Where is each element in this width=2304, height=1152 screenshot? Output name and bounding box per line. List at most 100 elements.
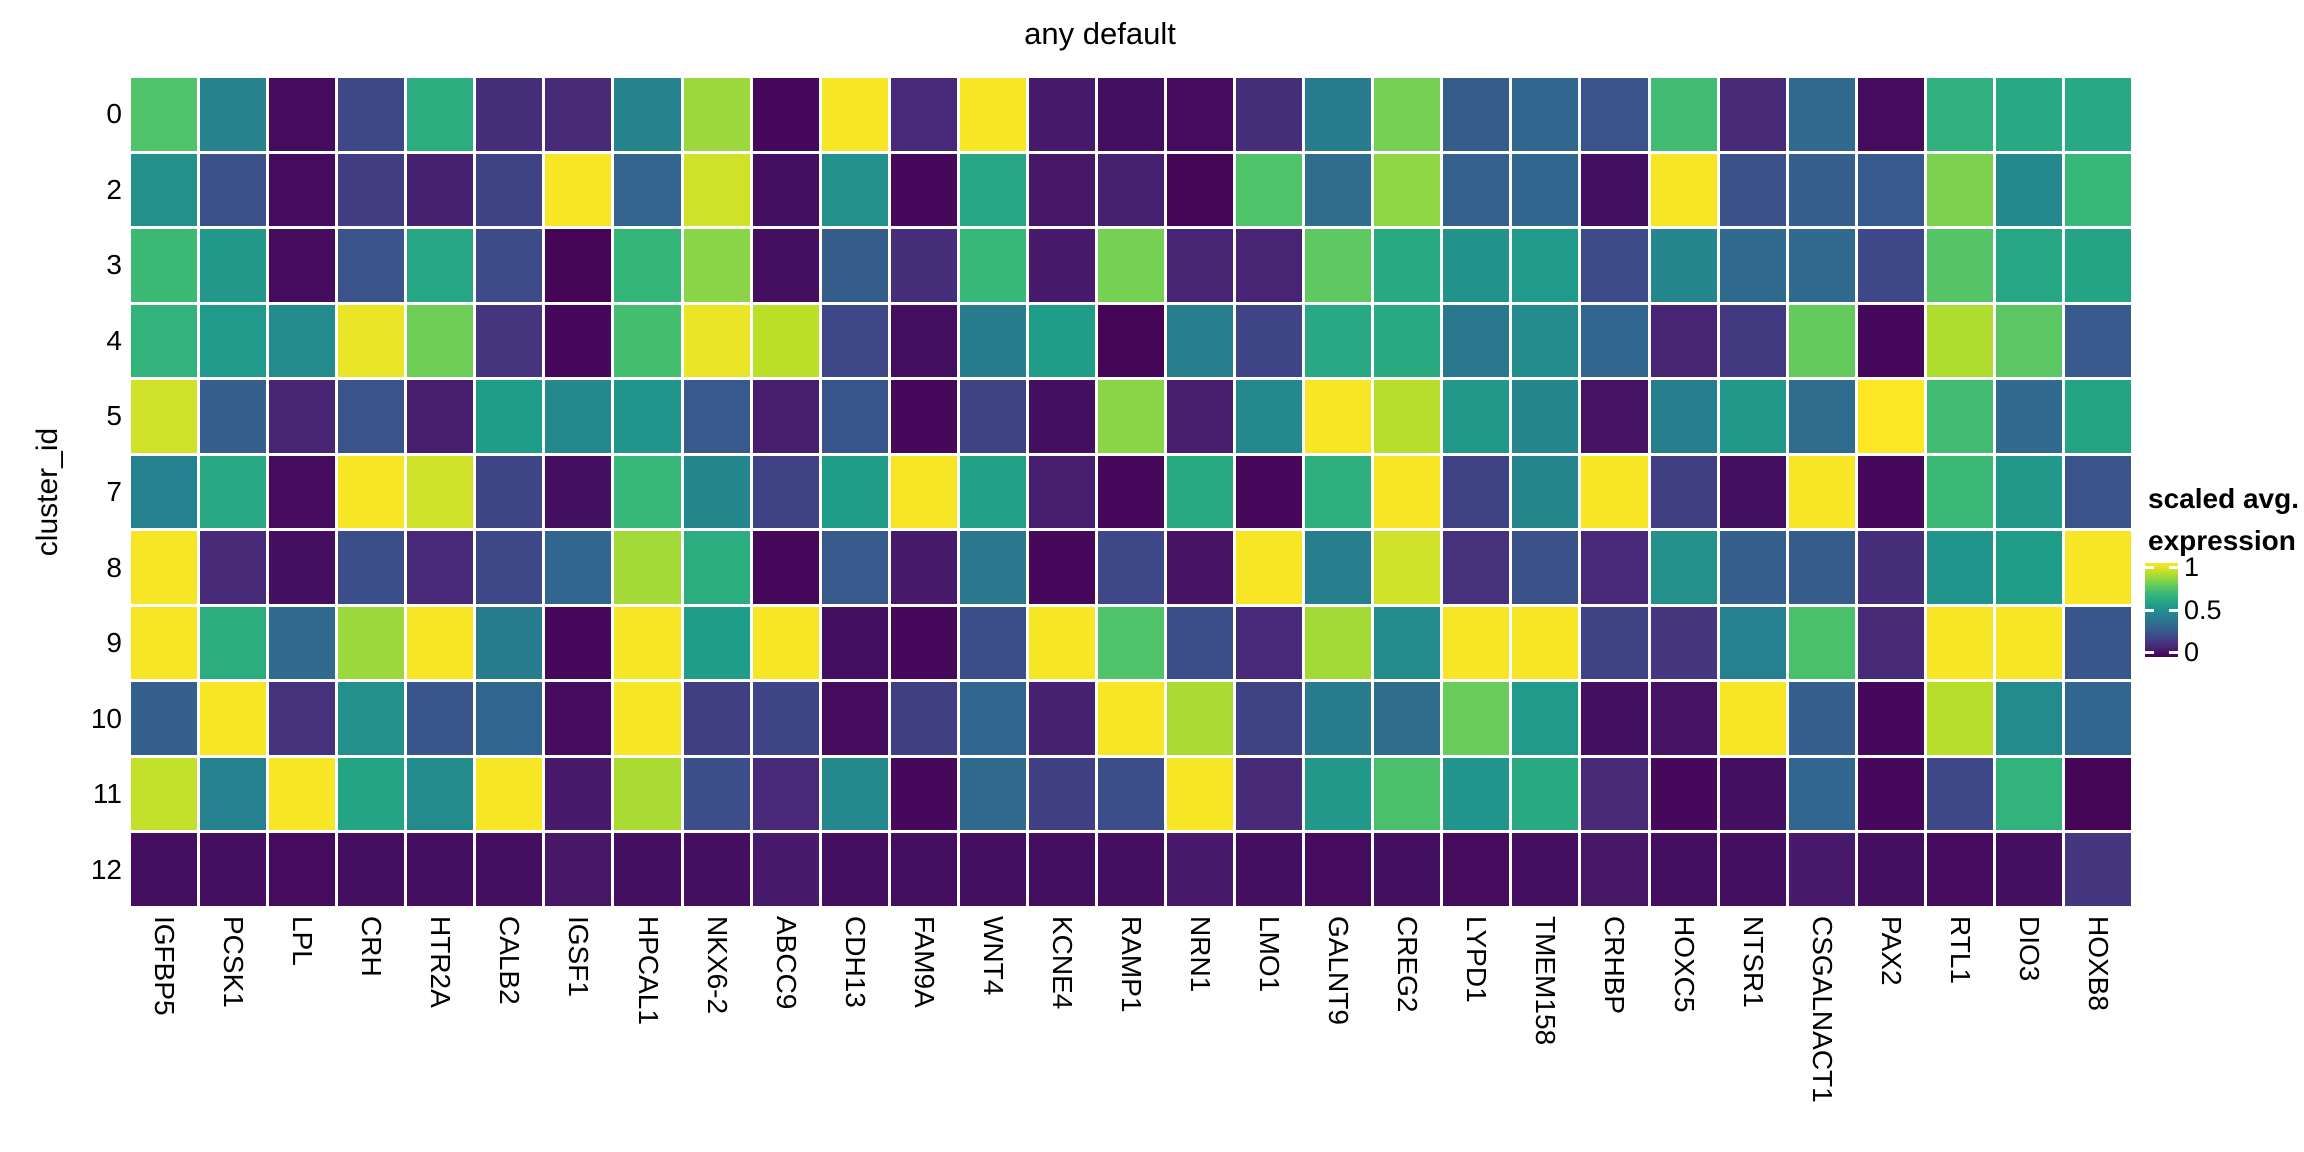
heatmap-cell <box>683 606 750 680</box>
legend-title-line1: scaled avg. <box>2148 483 2299 514</box>
heatmap-cell <box>269 455 336 529</box>
heatmap-cell <box>1374 380 1441 453</box>
heatmap-cell <box>890 757 957 831</box>
y-tick-label: 8 <box>106 551 122 583</box>
heatmap-cell <box>1167 229 1234 302</box>
heatmap-cell <box>1167 606 1234 680</box>
heatmap-cell <box>1926 455 1993 529</box>
heatmap-cell <box>1995 229 2062 302</box>
heatmap-cell <box>959 606 1026 680</box>
heatmap-cell <box>821 606 888 680</box>
heatmap-cell <box>1028 304 1095 378</box>
x-tick-label: LPL <box>287 916 319 966</box>
heatmap-cell <box>269 682 336 755</box>
heatmap-cell <box>614 380 681 453</box>
heatmap-cell <box>1028 229 1095 302</box>
heatmap-cell <box>1028 380 1095 453</box>
heatmap-cell <box>1167 682 1234 755</box>
heatmap-cell <box>1995 78 2062 151</box>
heatmap-cell <box>1167 531 1234 604</box>
heatmap-cell <box>476 153 543 227</box>
heatmap-cell <box>1028 757 1095 831</box>
heatmap-grid <box>131 78 2131 906</box>
heatmap-cell <box>1236 833 1303 906</box>
heatmap-cell <box>1305 833 1372 906</box>
heatmap-cell <box>1719 380 1786 453</box>
heatmap-cell <box>1788 682 1855 755</box>
heatmap-cell <box>1374 531 1441 604</box>
heatmap-cell <box>1167 757 1234 831</box>
heatmap-cell <box>1097 682 1165 755</box>
x-tick-label: NTSR1 <box>1737 916 1769 1008</box>
heatmap-cell <box>1719 455 1786 529</box>
heatmap-cell <box>959 304 1026 378</box>
heatmap-cell <box>614 304 681 378</box>
heatmap-cell <box>1581 833 1648 906</box>
heatmap-cell <box>1926 153 1993 227</box>
heatmap-cell <box>407 455 474 529</box>
heatmap-cell <box>1857 531 1924 604</box>
heatmap-cell <box>752 229 819 302</box>
heatmap-cell <box>131 455 198 529</box>
heatmap-cell <box>545 531 612 604</box>
heatmap-cell <box>1097 455 1165 529</box>
legend-title: scaled avg. expression <box>2148 478 2299 562</box>
heatmap-cell <box>821 78 888 151</box>
heatmap-cell <box>1650 757 1717 831</box>
heatmap-cell <box>1236 153 1303 227</box>
heatmap-cell <box>1236 531 1303 604</box>
heatmap-cell <box>890 229 957 302</box>
heatmap-cell <box>1374 153 1441 227</box>
heatmap-cell <box>1719 304 1786 378</box>
heatmap-cell <box>407 153 474 227</box>
heatmap-cell <box>269 833 336 906</box>
legend-tick-label: 0.5 <box>2184 595 2222 625</box>
x-tick-label: NKX6-2 <box>701 916 733 1015</box>
heatmap-cell <box>269 153 336 227</box>
heatmap-cell <box>959 757 1026 831</box>
heatmap-cell <box>1028 78 1095 151</box>
heatmap-cell <box>1443 304 1510 378</box>
heatmap-cell <box>1581 380 1648 453</box>
heatmap-cell <box>1788 304 1855 378</box>
heatmap-cell <box>338 78 405 151</box>
heatmap-cell <box>476 682 543 755</box>
heatmap-cell <box>1443 380 1510 453</box>
x-tick-label: GALNT9 <box>1323 916 1355 1025</box>
legend-tick-mark <box>2145 566 2154 569</box>
x-tick-label: PCSK1 <box>218 916 250 1008</box>
heatmap-cell <box>1305 229 1372 302</box>
heatmap-cell <box>2064 455 2131 529</box>
heatmap-cell <box>1926 304 1993 378</box>
x-tick-label: PAX2 <box>1875 916 1907 986</box>
heatmap-cell <box>1581 455 1648 529</box>
heatmap-cell <box>1236 682 1303 755</box>
x-tick-label: CREG2 <box>1392 916 1424 1013</box>
heatmap-cell <box>1512 304 1579 378</box>
heatmap-cell <box>545 757 612 831</box>
y-tick-label: 5 <box>106 400 122 432</box>
heatmap-cell <box>683 833 750 906</box>
heatmap-cell <box>1236 304 1303 378</box>
heatmap-cell <box>545 304 612 378</box>
heatmap-cell <box>890 380 957 453</box>
heatmap-cell <box>959 380 1026 453</box>
heatmap-cell <box>1236 606 1303 680</box>
heatmap-cell <box>1374 833 1441 906</box>
x-tick-label: RAMP1 <box>1116 916 1147 1013</box>
heatmap-cell <box>890 833 957 906</box>
heatmap-cell <box>269 380 336 453</box>
heatmap-cell <box>1719 153 1786 227</box>
heatmap-cell <box>200 78 267 151</box>
heatmap-cell <box>200 833 267 906</box>
heatmap-cell <box>1028 531 1095 604</box>
heatmap-cell <box>1581 229 1648 302</box>
x-tick-label: LYPD1 <box>1461 916 1493 1003</box>
heatmap-cell <box>1926 531 1993 604</box>
legend-tick-mark <box>2169 609 2178 612</box>
heatmap-cell <box>614 455 681 529</box>
heatmap-cell <box>959 78 1026 151</box>
heatmap-cell <box>1650 153 1717 227</box>
heatmap-cell <box>1581 757 1648 831</box>
heatmap-cell <box>338 455 405 529</box>
